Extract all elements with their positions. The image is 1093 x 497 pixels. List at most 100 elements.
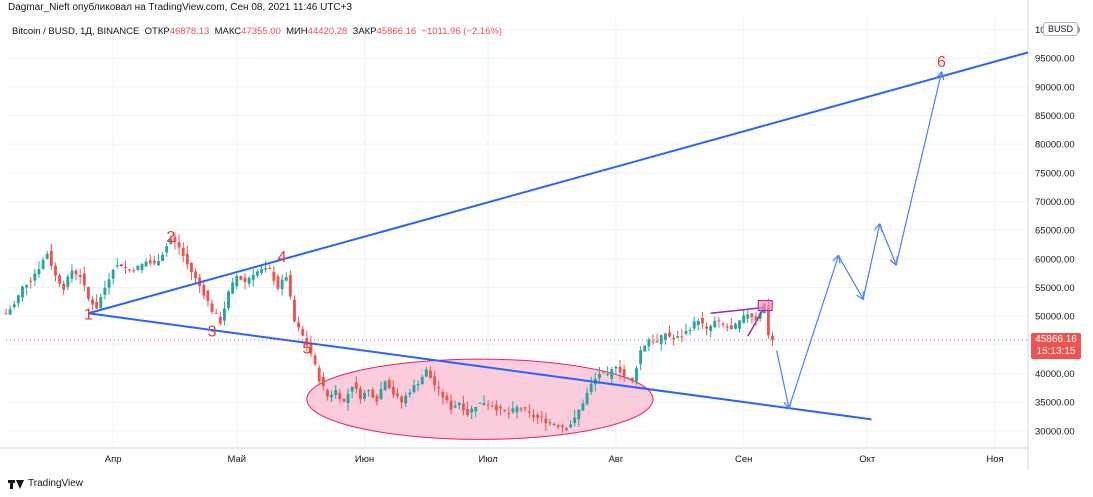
candle-body xyxy=(655,340,659,342)
projection-arrow xyxy=(879,224,896,264)
candle-body xyxy=(618,366,622,373)
candle-body xyxy=(733,323,737,329)
candle-body xyxy=(626,377,630,379)
candle-body xyxy=(99,297,103,309)
candle-body xyxy=(264,268,268,270)
candle-body xyxy=(754,316,758,321)
candle-body xyxy=(635,368,638,382)
candle-body xyxy=(214,312,218,314)
candle-body xyxy=(8,309,12,315)
candle-body xyxy=(4,313,8,315)
candle-body xyxy=(375,395,379,402)
ohlc-legend: Bitcoin / BUSD, 1Д, BINANCE ОТКР46878.13… xyxy=(12,26,502,37)
candle-body xyxy=(268,267,272,269)
candle-body xyxy=(185,253,189,265)
candle-body xyxy=(342,398,346,402)
candle-body xyxy=(239,275,243,280)
candle-body xyxy=(383,381,387,390)
candle-body xyxy=(709,325,713,331)
candle-body xyxy=(128,269,132,271)
candle-body xyxy=(305,338,309,346)
bar-countdown: 15:13:15 xyxy=(1036,346,1076,357)
candle-body xyxy=(486,404,490,406)
candle-body xyxy=(569,424,573,428)
candle-body xyxy=(346,393,350,404)
trend-line-upper xyxy=(88,51,1029,315)
candle-body xyxy=(445,395,449,401)
candle-body xyxy=(301,328,305,336)
candle-body xyxy=(585,392,589,405)
candle-body xyxy=(29,280,33,282)
candle-body xyxy=(16,295,20,304)
candle-body xyxy=(692,321,696,329)
candle-body xyxy=(696,320,700,326)
candle-body xyxy=(173,236,177,243)
candle-body xyxy=(461,403,465,411)
low-value: 44420.28 xyxy=(307,26,348,37)
candle-body xyxy=(91,299,94,305)
candle-body xyxy=(288,274,292,297)
y-tick-label: 30000.00 xyxy=(1035,426,1075,437)
wave-label-5: 5 xyxy=(302,341,311,358)
candle-body xyxy=(560,425,564,428)
candle-body xyxy=(647,339,651,347)
candle-body xyxy=(74,270,78,275)
candle-body xyxy=(21,286,24,298)
brand-label: TradingView xyxy=(28,478,84,489)
candle-body xyxy=(499,406,502,409)
candle-body xyxy=(750,313,754,318)
candle-body xyxy=(408,392,412,395)
accumulation-ellipse xyxy=(306,358,654,440)
wave-label-3: 3 xyxy=(208,323,217,340)
symbol-label: Bitcoin / BUSD, 1Д, BINANCE xyxy=(12,26,140,37)
close-label: ЗАКР xyxy=(352,26,377,37)
candle-body xyxy=(684,330,688,334)
candle-body xyxy=(766,306,770,336)
candle-body xyxy=(676,336,680,338)
candle-body xyxy=(231,282,235,294)
y-tick-label: 80000.00 xyxy=(1035,140,1075,151)
tradingview-logo-icon xyxy=(8,479,24,489)
candle-body xyxy=(577,410,581,420)
candle-body xyxy=(387,380,391,389)
projection-arrow xyxy=(837,255,863,299)
candle-body xyxy=(70,270,74,279)
candle-body xyxy=(651,341,655,343)
wave-label-4: 4 xyxy=(278,249,287,266)
candle-body xyxy=(610,369,614,379)
x-tick-label: Июн xyxy=(355,454,374,465)
y-tick-label: 40000.00 xyxy=(1035,369,1075,380)
candle-body xyxy=(453,405,457,408)
candle-body xyxy=(272,271,276,281)
candle-body xyxy=(622,369,626,377)
candle-body xyxy=(12,304,16,308)
candle-body xyxy=(358,388,362,399)
candle-body xyxy=(165,246,169,253)
candle-body xyxy=(82,273,86,286)
candle-body xyxy=(313,355,317,365)
currency-badge[interactable]: BUSD xyxy=(1043,22,1079,36)
candle-body xyxy=(334,390,338,396)
candle-body xyxy=(565,428,568,431)
candle-body xyxy=(140,263,144,270)
candle-body xyxy=(330,394,333,398)
candle-body xyxy=(668,332,671,337)
candle-body xyxy=(317,367,321,382)
last-price-value: 45866.16 xyxy=(1035,334,1077,345)
candle-body xyxy=(210,303,214,312)
candle-body xyxy=(111,269,115,279)
candle-body xyxy=(206,290,210,301)
close-value: 45866.16 xyxy=(376,26,417,37)
candle-body xyxy=(738,320,741,329)
candle-body xyxy=(412,384,416,393)
candle-body xyxy=(115,265,119,267)
candle-body xyxy=(367,390,371,392)
candle-body xyxy=(379,389,383,400)
projection-arrow xyxy=(895,72,941,265)
candle-body xyxy=(400,396,404,403)
candle-body xyxy=(62,283,66,290)
candle-body xyxy=(519,408,523,410)
candle-body xyxy=(276,276,280,289)
candle-body xyxy=(552,424,556,426)
